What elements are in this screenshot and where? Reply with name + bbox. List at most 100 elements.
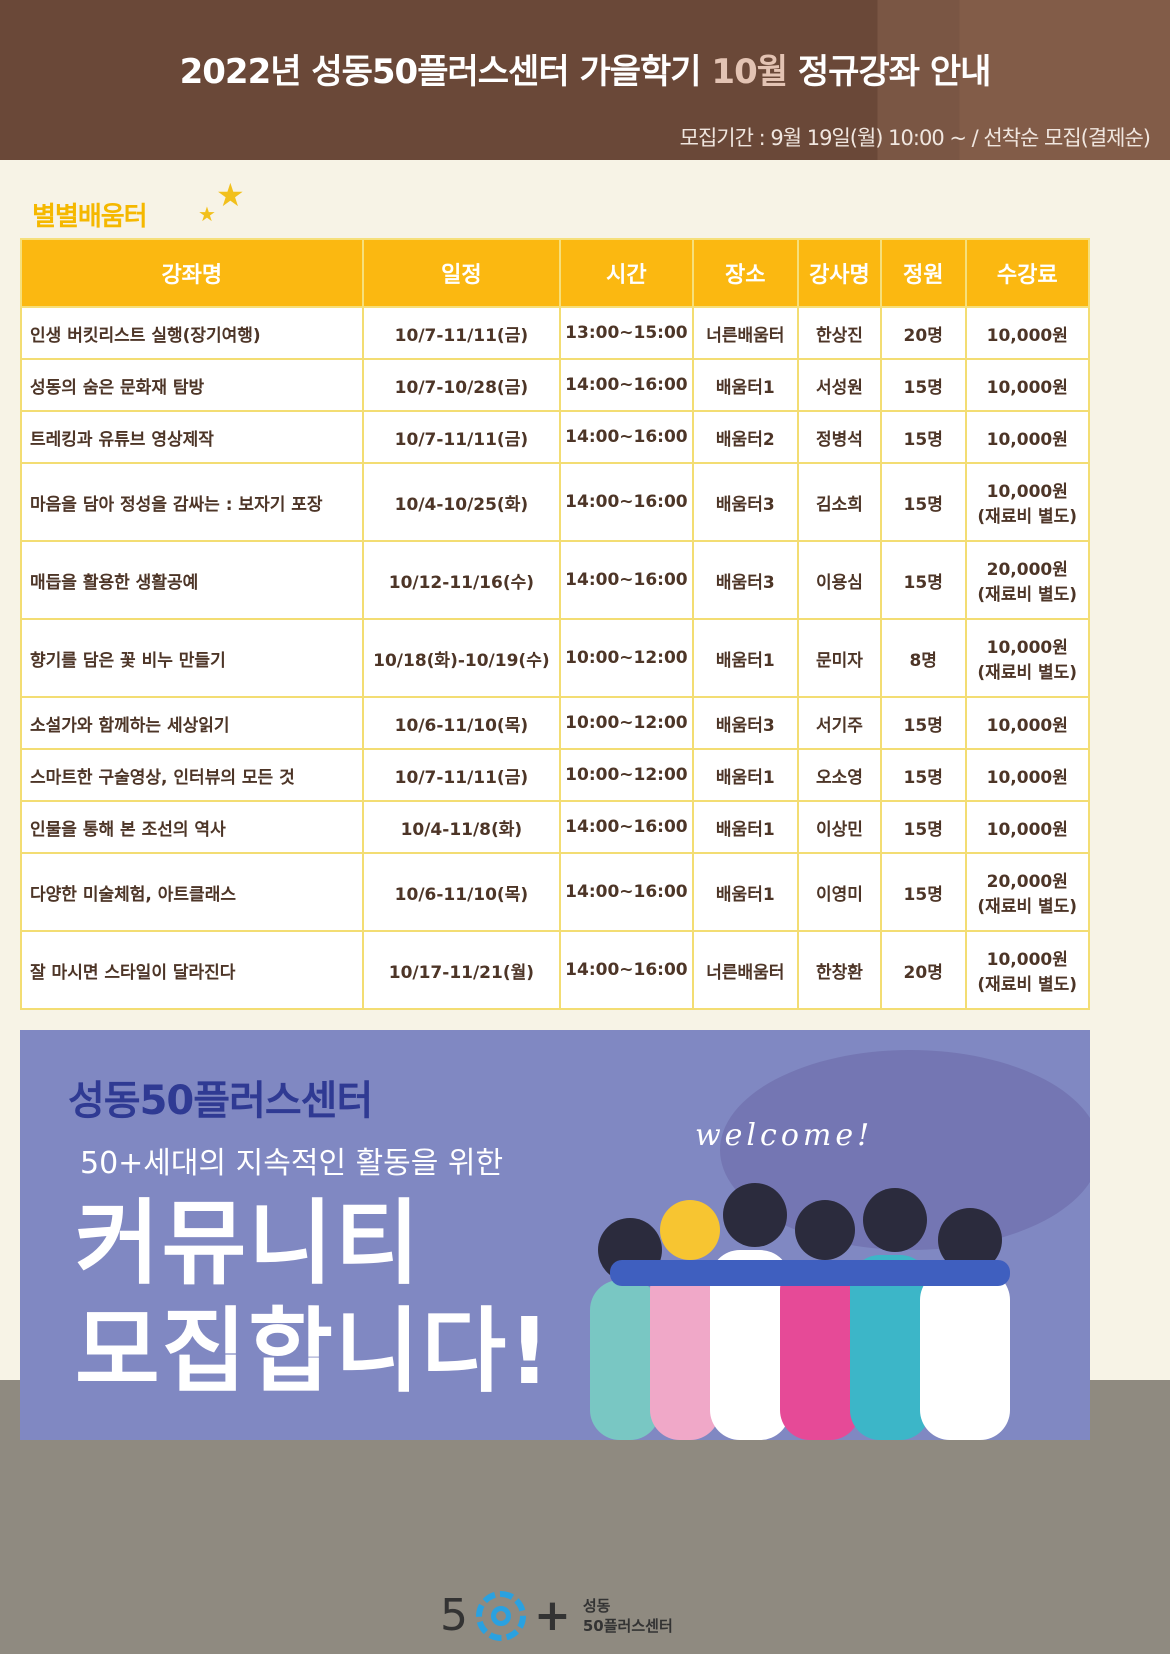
cell-time: 14:00~16:00 — [559, 852, 694, 932]
cell-time: 14:00~16:00 — [559, 540, 694, 620]
headline-line2: 모집합니다! — [75, 1298, 553, 1405]
column-header: 강좌명 — [20, 238, 364, 308]
fee-note: (재료비 별도) — [977, 585, 1078, 605]
cell-teacher: 서성원 — [796, 358, 882, 412]
cell-date: 10/6-11/10(목) — [361, 696, 562, 750]
table-header: 강좌명 일정 시간 장소 강사명 정원 수강료 — [20, 238, 1090, 308]
fee-value: 20,000원 — [986, 872, 1068, 892]
community-banner: 성동50플러스센터 50+세대의 지속적인 활동을 위한 커뮤니티 모집합니다! … — [20, 1030, 1090, 1440]
fee-value: 10,000원 — [986, 638, 1068, 658]
cell-name: 성동의 숨은 문화재 탐방 — [20, 358, 364, 412]
cell-place: 배움터1 — [691, 358, 799, 412]
cell-fee: 10,000원 — [964, 748, 1090, 802]
banner-logo: 성동50플러스센터 — [68, 1078, 373, 1124]
logo-plus: + — [534, 1590, 571, 1641]
column-header: 장소 — [691, 238, 799, 308]
cell-date: 10/12-11/16(수) — [361, 540, 562, 620]
cell-teacher: 서기주 — [796, 696, 882, 750]
cell-fee: 20,000원 (재료비 별도) — [964, 540, 1090, 620]
cell-place: 배움터3 — [691, 540, 799, 620]
cell-name: 인생 버킷리스트 실행(장기여행) — [20, 306, 364, 360]
fee-value: 10,000원 — [986, 950, 1068, 970]
cell-date: 10/7-11/11(금) — [361, 306, 562, 360]
logo-text: 성동 50플러스센터 — [583, 1596, 673, 1636]
cell-cap: 15명 — [879, 696, 967, 750]
title-text-end: 정규강좌 안내 — [787, 52, 992, 92]
banner-headline: 커뮤니티 모집합니다! — [75, 1190, 552, 1406]
cell-teacher: 이영미 — [796, 852, 882, 932]
cell-place: 배움터1 — [691, 800, 799, 854]
cell-fee: 10,000원 (재료비 별도) — [964, 462, 1090, 542]
table-row: 스마트한 구술영상, 인터뷰의 모든 것 10/7-11/11(금) 10:00~1… — [20, 748, 1090, 802]
cell-name: 소설가와 함께하는 세상읽기 — [20, 696, 364, 750]
cell-time: 10:00~12:00 — [559, 748, 694, 802]
logo-ring-icon — [476, 1590, 526, 1641]
logo-line2: 50플러스센터 — [582, 1616, 673, 1635]
table-row: 잘 마시면 스타일이 달라진다 10/17-11/21(월) 14:00~16:00… — [20, 930, 1090, 1010]
table-row: 마음을 담아 정성을 감싸는 : 보자기 포장 10/4-10/25(화) 14:0… — [20, 462, 1090, 542]
fee-note: (재료비 별도) — [977, 507, 1078, 527]
cell-fee: 10,000원 — [964, 306, 1090, 360]
cell-date: 10/7-11/11(금) — [361, 410, 562, 464]
cell-cap: 15명 — [879, 748, 967, 802]
cell-name: 잘 마시면 스타일이 달라진다 — [20, 930, 364, 1010]
column-header: 정원 — [879, 238, 967, 308]
cell-cap: 15명 — [879, 410, 967, 464]
cell-date: 10/4-10/25(화) — [361, 462, 562, 542]
cell-fee: 10,000원 (재료비 별도) — [964, 930, 1090, 1010]
course-table: 강좌명 일정 시간 장소 강사명 정원 수강료 인생 버킷리스트 실행(장기여행) 10/7-… — [20, 238, 1090, 1010]
cell-fee: 20,000원 (재료비 별도) — [964, 852, 1090, 932]
table-row: 성동의 숨은 문화재 탐방 10/7-10/28(금) 14:00~16:00 배움터… — [20, 358, 1090, 412]
column-header: 일정 — [361, 238, 562, 308]
cell-time: 10:00~12:00 — [559, 696, 694, 750]
column-header: 수강료 — [964, 238, 1090, 308]
cell-fee: 10,000원 — [964, 358, 1090, 412]
cell-name: 다양한 미술체험, 아트클래스 — [20, 852, 364, 932]
cell-time: 14:00~16:00 — [559, 462, 694, 542]
column-header: 강사명 — [796, 238, 882, 308]
title-highlight: 10월 — [711, 52, 788, 92]
footer-logo: 5 + 성동 50플러스센터 — [440, 1590, 673, 1641]
cell-cap: 15명 — [879, 358, 967, 412]
cell-date: 10/18(화)-10/19(수) — [361, 618, 562, 698]
cell-place: 배움터1 — [691, 852, 799, 932]
table-row: 소설가와 함께하는 세상읽기 10/6-11/10(목) 10:00~12:00 배움… — [20, 696, 1090, 750]
cell-name: 스마트한 구술영상, 인터뷰의 모든 것 — [20, 748, 364, 802]
header-band — [0, 0, 1170, 160]
cell-teacher: 한창환 — [796, 930, 882, 1010]
cell-place: 배움터1 — [691, 618, 799, 698]
cell-place: 배움터2 — [691, 410, 799, 464]
section-title: 별별배움터 — [32, 202, 148, 232]
cell-date: 10/17-11/21(월) — [361, 930, 562, 1010]
cell-date: 10/4-11/8(화) — [361, 800, 562, 854]
table-row: 인물을 통해 본 조선의 역사 10/4-11/8(화) 14:00~16:00 배움… — [20, 800, 1090, 854]
cell-cap: 15명 — [879, 540, 967, 620]
cell-teacher: 김소희 — [796, 462, 882, 542]
cell-cap: 15명 — [879, 462, 967, 542]
cell-teacher: 오소영 — [796, 748, 882, 802]
cell-fee: 10,000원 — [964, 800, 1090, 854]
cell-time: 14:00~16:00 — [559, 410, 694, 464]
cell-date: 10/7-11/11(금) — [361, 748, 562, 802]
cell-name: 트레킹과 유튜브 영상제작 — [20, 410, 364, 464]
cell-date: 10/6-11/10(목) — [361, 852, 562, 932]
welcome-text: welcome! — [695, 1118, 874, 1153]
cell-teacher: 이상민 — [796, 800, 882, 854]
recruit-period: 모집기간 : 9월 19일(월) 10:00 ~ / 선착순 모집(결제순) — [679, 126, 1151, 150]
cell-place: 배움터3 — [691, 462, 799, 542]
logo-line1: 성동 — [582, 1596, 611, 1615]
cell-name: 마음을 담아 정성을 감싸는 : 보자기 포장 — [20, 462, 364, 542]
table-row: 매듭을 활용한 생활공예 10/12-11/16(수) 14:00~16:00 배움터… — [20, 540, 1090, 620]
cell-time: 14:00~16:00 — [559, 800, 694, 854]
cell-time: 14:00~16:00 — [559, 930, 694, 1010]
cell-time: 14:00~16:00 — [559, 358, 694, 412]
fee-value: 20,000원 — [986, 560, 1068, 580]
cell-place: 배움터3 — [691, 696, 799, 750]
cell-time: 10:00~12:00 — [559, 618, 694, 698]
cell-name: 인물을 통해 본 조선의 역사 — [20, 800, 364, 854]
fee-note: (재료비 별도) — [977, 663, 1078, 683]
table-row: 인생 버킷리스트 실행(장기여행) 10/7-11/11(금) 13:00~15:0… — [20, 306, 1090, 360]
headline-line1: 커뮤니티 — [75, 1190, 422, 1297]
banner-subtitle: 50+세대의 지속적인 활동을 위한 — [80, 1146, 504, 1181]
logo-five: 5 — [440, 1590, 468, 1641]
